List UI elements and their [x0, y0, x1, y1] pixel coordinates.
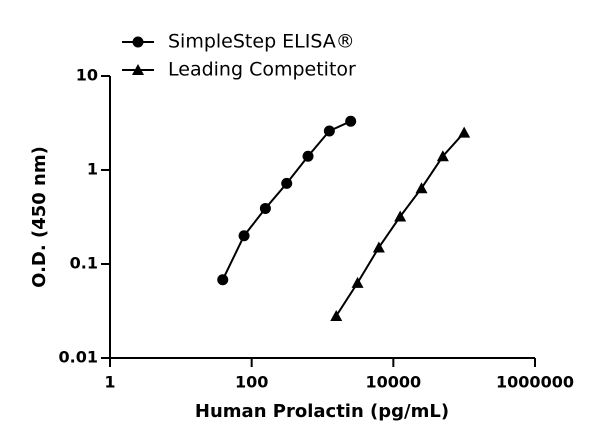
y-axis-label: O.D. (450 nm)	[29, 146, 50, 288]
legend-marker	[132, 64, 144, 75]
point	[345, 115, 357, 127]
point	[323, 125, 335, 137]
point	[351, 276, 364, 288]
point	[415, 182, 428, 194]
point	[330, 309, 343, 321]
y-tick-label: 0.1	[70, 254, 98, 273]
y-tick-label: 1	[87, 160, 98, 179]
x-tick-label: 1	[104, 373, 115, 392]
point	[238, 230, 250, 242]
point	[436, 150, 449, 162]
point	[458, 126, 471, 138]
y-tick-label: 10	[76, 66, 98, 85]
legend-marker	[132, 36, 144, 48]
x-tick-label: 1000000	[496, 373, 574, 392]
point	[394, 210, 407, 222]
point	[281, 177, 293, 189]
legend-label: SimpleStep ELISA®	[168, 31, 355, 53]
point	[259, 202, 271, 214]
point	[217, 274, 229, 286]
legend-label: Leading Competitor	[168, 59, 356, 81]
x-axis-label: Human Prolactin (pg/mL)	[195, 401, 449, 422]
y-tick-label: 0.01	[59, 348, 98, 367]
series-line	[221, 120, 352, 281]
x-tick-label: 10000	[365, 373, 421, 392]
point	[372, 241, 385, 253]
x-tick-label: 100	[235, 373, 268, 392]
point	[302, 150, 314, 162]
